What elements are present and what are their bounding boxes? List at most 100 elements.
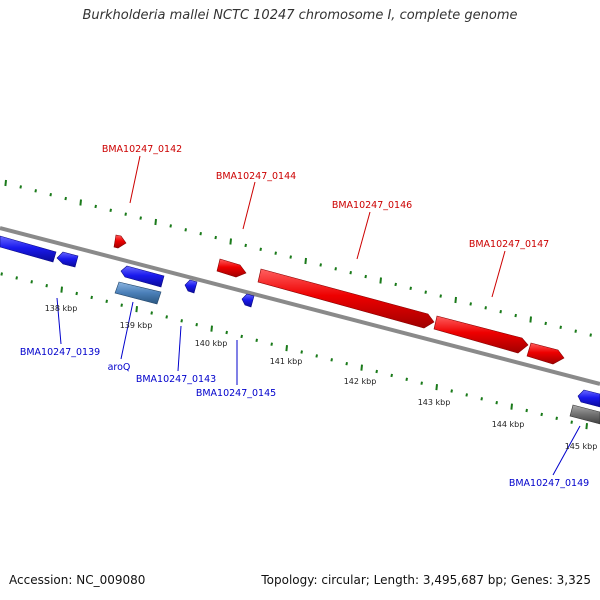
inner-minor-tick (375, 369, 378, 374)
gene-bma10247-0147-arrow[interactable] (526, 342, 565, 365)
inner-minor-tick (420, 381, 423, 385)
inner-minor-tick (225, 330, 228, 335)
inner-major-tick (435, 384, 438, 391)
gene-label-bma10247-0145[interactable]: BMA10247_0145 (196, 388, 276, 399)
outer-minor-tick (109, 208, 112, 212)
inner-minor-tick (345, 362, 348, 366)
forward-gene-labels: BMA10247_0142 BMA10247_0144 BMA10247_014… (102, 144, 549, 250)
gene-label-bma10247-0147[interactable]: BMA10247_0147 (469, 239, 549, 250)
outer-minor-tick (199, 232, 202, 236)
inner-minor-tick (480, 397, 483, 401)
inner-major-tick (510, 403, 513, 410)
inner-minor-tick (75, 291, 78, 296)
gene-bma10247-0147-upper-arrow[interactable] (433, 315, 529, 354)
inner-minor-tick (30, 280, 33, 284)
reverse-genes (0, 235, 600, 425)
inner-minor-tick (495, 401, 498, 405)
map-title: Burkholderia mallei NCTC 10247 chromosom… (82, 8, 518, 23)
outer-major-tick (529, 316, 532, 323)
kbp-label-139: 139 kbp (120, 321, 153, 330)
inner-minor-tick (315, 354, 318, 358)
outer-minor-tick (319, 263, 322, 267)
kbp-label-143: 143 kbp (418, 398, 451, 407)
kbp-label-145: 145 kbp (565, 442, 598, 451)
inner-minor-tick (45, 284, 48, 288)
gene-aroq-upper-arrow[interactable] (120, 265, 165, 288)
forward-genes (113, 234, 565, 365)
outer-minor-tick (439, 294, 442, 298)
gene-label-bma10247-0146[interactable]: BMA10247_0146 (332, 200, 412, 211)
inner-major-tick (360, 364, 363, 371)
outer-minor-tick (49, 193, 52, 197)
inner-minor-tick (195, 323, 198, 327)
inner-minor-tick (555, 416, 558, 420)
outer-minor-tick (574, 329, 577, 333)
outer-minor-tick (364, 274, 367, 279)
inner-minor-tick (165, 315, 168, 319)
outer-major-tick (79, 199, 82, 206)
gene-bma10247-0145-arrow[interactable] (241, 293, 255, 308)
inner-minor-tick (0, 272, 3, 276)
kbp-tick-labels: 138 kbp 139 kbp 140 kbp 141 kbp 142 kbp … (45, 304, 598, 451)
outer-minor-tick (169, 224, 172, 228)
gene-bma10247-0139-arrow[interactable] (0, 235, 57, 263)
outer-minor-tick (34, 189, 37, 193)
gene-bma10247-0144-arrow[interactable] (216, 258, 247, 278)
outer-minor-tick (259, 247, 262, 251)
outer-minor-tick (244, 243, 247, 248)
inner-minor-tick (540, 412, 543, 417)
inner-minor-tick (300, 350, 303, 354)
inner-minor-tick (255, 338, 258, 342)
inner-major-tick (285, 345, 288, 352)
gene-bma10247-0142-arrow[interactable] (113, 234, 127, 249)
outer-minor-tick (274, 251, 277, 255)
inner-minor-tick (570, 420, 573, 424)
gene-bma10247-0143-arrow[interactable] (184, 279, 198, 294)
reverse-gene-labels: BMA10247_0139 aroQ BMA10247_0143 BMA1024… (20, 347, 589, 489)
gene-label-bma10247-0149[interactable]: BMA10247_0149 (509, 478, 589, 489)
inner-major-tick (585, 423, 588, 430)
outer-major-tick (154, 218, 157, 226)
outer-minor-tick (544, 321, 547, 326)
outer-minor-tick (589, 333, 592, 337)
gene-label-bma10247-0143[interactable]: BMA10247_0143 (136, 374, 216, 385)
inner-major-tick (210, 325, 213, 332)
gene-label-bma10247-0142[interactable]: BMA10247_0142 (102, 144, 182, 155)
gene-bma10247-0149-arrow[interactable] (569, 404, 600, 425)
outer-tick-row (4, 179, 592, 337)
outer-major-tick (4, 179, 7, 187)
inner-major-tick (60, 286, 63, 293)
inner-minor-tick (120, 303, 123, 307)
inner-minor-tick (390, 373, 393, 378)
outer-minor-tick (19, 185, 22, 189)
gene-label-bma10247-0139[interactable]: BMA10247_0139 (20, 347, 100, 358)
inner-tick-row (0, 272, 588, 430)
outer-minor-tick (124, 212, 127, 216)
outer-minor-tick (349, 271, 352, 275)
inner-minor-tick (240, 334, 243, 339)
gene-right-blue-arrow[interactable] (577, 389, 600, 408)
topology-label: Topology: circular; Length: 3,495,687 bp… (261, 573, 591, 587)
gene-label-aroq[interactable]: aroQ (108, 362, 131, 373)
outer-major-tick (379, 277, 382, 284)
outer-minor-tick (94, 204, 97, 209)
inner-major-tick (135, 306, 138, 313)
outer-minor-tick (469, 302, 472, 306)
outer-major-tick (229, 238, 232, 245)
outer-minor-tick (289, 255, 292, 259)
label-leader-lines (56, 155, 581, 476)
kbp-label-141: 141 kbp (270, 357, 303, 366)
outer-minor-tick (64, 196, 67, 201)
kbp-label-140: 140 kbp (195, 339, 228, 348)
gene-bma10247-0140-arrow[interactable] (56, 251, 79, 268)
inner-minor-tick (450, 389, 453, 393)
gene-aroq-arrow[interactable] (114, 281, 162, 305)
inner-minor-tick (525, 408, 528, 413)
inner-minor-tick (90, 295, 93, 300)
outer-minor-tick (484, 306, 487, 310)
gene-label-bma10247-0144[interactable]: BMA10247_0144 (216, 171, 296, 182)
outer-minor-tick (514, 313, 517, 318)
gene-bma10247-0146-arrow[interactable] (257, 268, 435, 329)
outer-minor-tick (394, 282, 397, 287)
